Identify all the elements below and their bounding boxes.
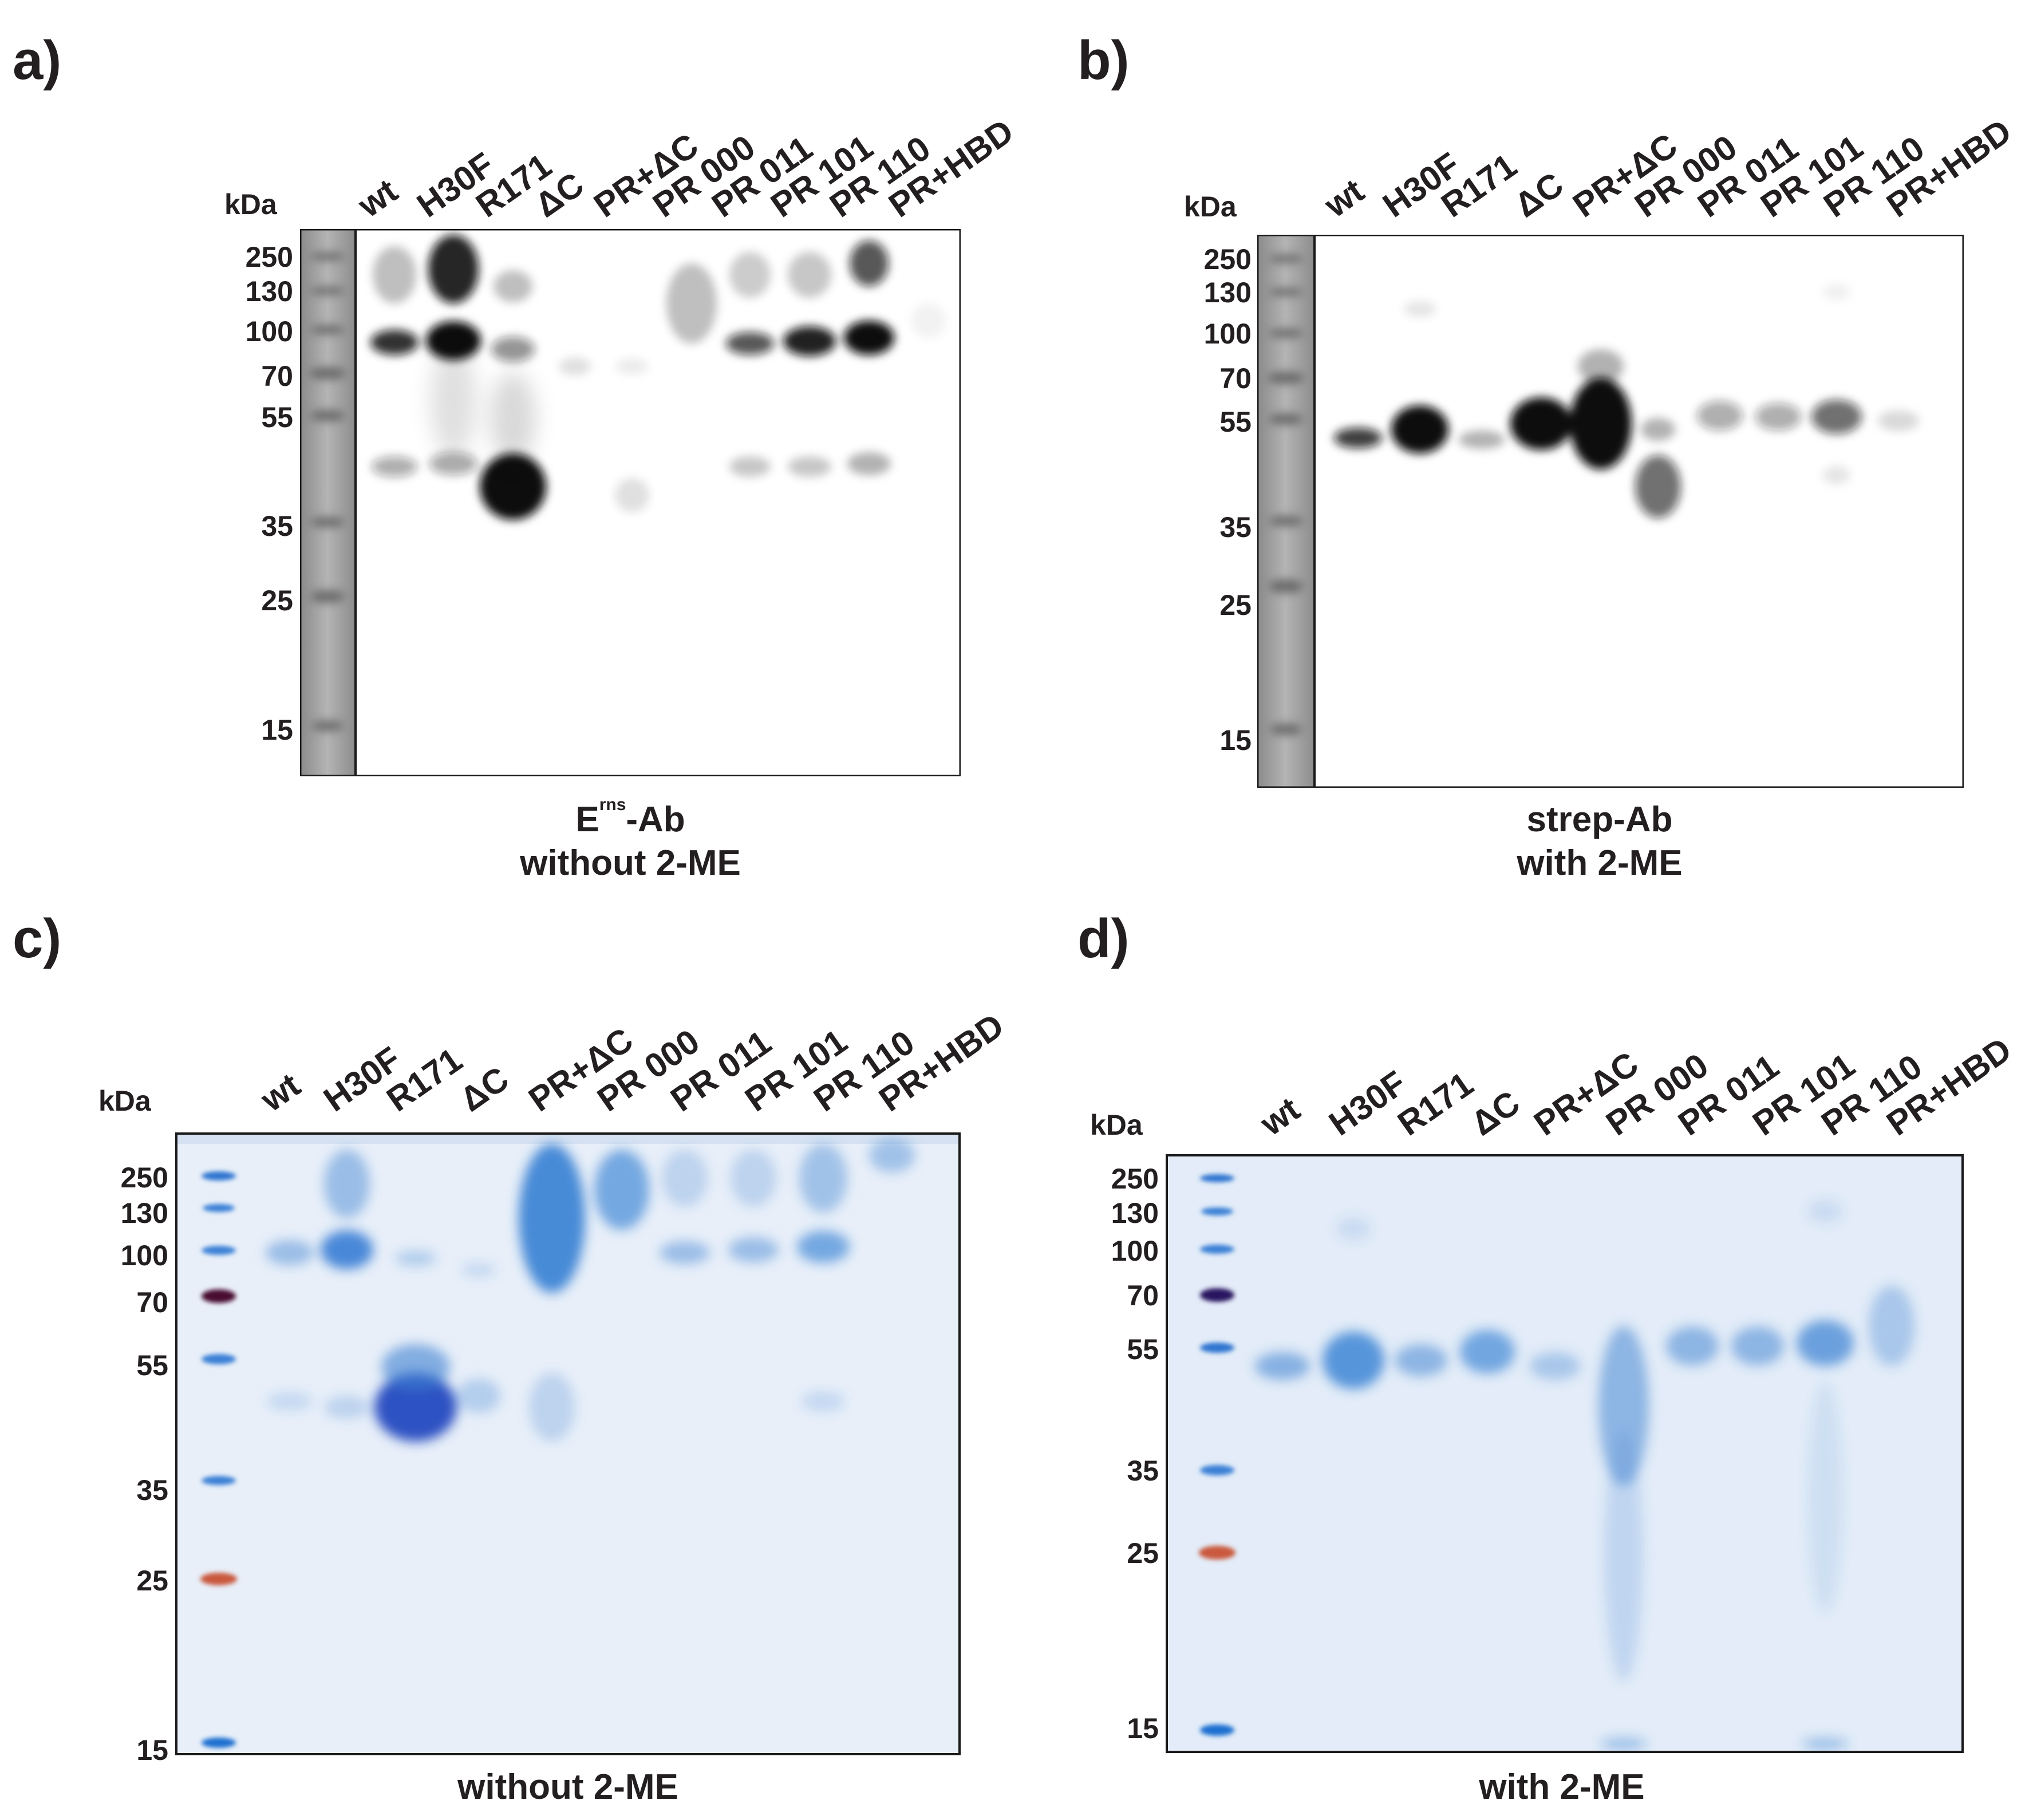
- mw-100: 100: [245, 315, 293, 348]
- mw-25: 25: [1127, 1537, 1159, 1569]
- mw-35: 35: [136, 1474, 168, 1506]
- mw-130: 130: [1203, 277, 1252, 309]
- lane-label: H30F: [1322, 1063, 1413, 1143]
- ladder-strip: [1257, 235, 1313, 788]
- mw-35: 35: [1219, 511, 1252, 543]
- mw-55: 55: [136, 1349, 168, 1381]
- lane-label: wt: [254, 1065, 307, 1119]
- mw-250: 250: [120, 1162, 168, 1194]
- mw-25: 25: [136, 1565, 168, 1597]
- panel-c-label: c): [13, 908, 62, 969]
- ladder-bands: [1268, 255, 1304, 735]
- gel-bands-c: [266, 1138, 915, 1442]
- panel-b-label: b): [1077, 30, 1130, 91]
- caption-b-condition: with 2-ME: [1517, 843, 1683, 883]
- western-blot-b: [1257, 235, 1964, 788]
- caption-c: without 2-ME: [457, 1767, 678, 1807]
- mw-100: 100: [120, 1239, 168, 1272]
- mw-130: 130: [120, 1197, 168, 1229]
- caption-b-antibody: strep-Ab: [1526, 800, 1673, 839]
- caption-a-condition: without 2-ME: [520, 843, 741, 883]
- caption-a: Erns-Ab without 2-ME: [373, 795, 888, 885]
- caption-d: with 2-ME: [1479, 1767, 1645, 1807]
- mw-55: 55: [1219, 406, 1252, 438]
- mw-25: 25: [261, 585, 293, 617]
- mw-70: 70: [136, 1286, 168, 1318]
- ladder-strip: [300, 229, 354, 776]
- mw-55: 55: [261, 401, 293, 433]
- mw-35: 35: [1127, 1455, 1159, 1487]
- gel-bands-d: [1255, 1200, 1914, 1750]
- mw-70: 70: [1219, 362, 1252, 394]
- coomassie-gel-c: [175, 1132, 961, 1755]
- mw-130: 130: [1111, 1197, 1159, 1229]
- mw-70: 70: [261, 360, 293, 392]
- lane-label: wt: [351, 171, 405, 225]
- coomassie-gel-d: [1166, 1154, 1964, 1753]
- mw-15: 15: [261, 714, 293, 746]
- ladder-bands: [200, 1171, 237, 1748]
- caption-a-antibody-main: E: [575, 800, 599, 839]
- mw-130: 130: [245, 275, 293, 307]
- mw-15: 15: [136, 1734, 168, 1766]
- mw-250: 250: [1203, 243, 1252, 275]
- caption-a-antibody-tail: -Ab: [626, 800, 685, 839]
- western-blot-a: [300, 229, 961, 776]
- mw-100: 100: [1111, 1235, 1159, 1267]
- lane-label: wt: [1253, 1089, 1307, 1143]
- kda-label: kDa: [1184, 191, 1237, 223]
- caption-a-antibody: Erns-Ab: [575, 795, 685, 839]
- mw-15: 15: [1219, 724, 1252, 756]
- mw-35: 35: [261, 510, 293, 542]
- mw-250: 250: [245, 241, 293, 273]
- mw-100: 100: [1203, 318, 1252, 350]
- kda-label: kDa: [224, 188, 277, 220]
- ladder-bands: [1199, 1174, 1235, 1736]
- mw-55: 55: [1127, 1333, 1159, 1365]
- ladder-bands: [309, 252, 346, 731]
- blot-bands-a: [370, 235, 946, 520]
- lane-label: wt: [1317, 171, 1371, 225]
- mw-15: 15: [1127, 1712, 1159, 1744]
- mw-250: 250: [1111, 1163, 1159, 1195]
- caption-a-antibody-sup: rns: [599, 795, 626, 814]
- blot-bands-b: [1334, 284, 1919, 518]
- panel-a-label: a): [13, 30, 62, 91]
- mw-25: 25: [1219, 589, 1252, 621]
- lane-label: R171: [1391, 1064, 1481, 1143]
- caption-b: strep-Ab with 2-ME: [1342, 798, 1857, 885]
- mw-70: 70: [1127, 1280, 1159, 1312]
- kda-label: kDa: [1090, 1109, 1143, 1141]
- kda-label: kDa: [98, 1085, 151, 1117]
- panel-d-label: d): [1077, 908, 1130, 969]
